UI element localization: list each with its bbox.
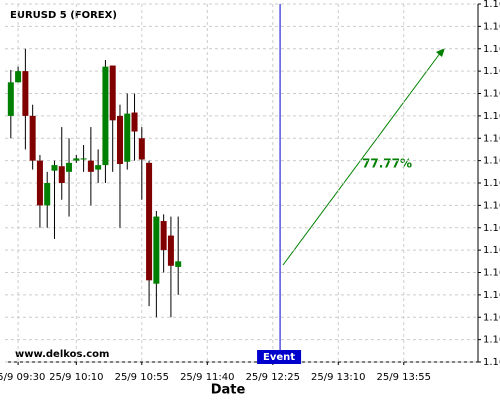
y-tick-label: 1.1638 (483, 223, 500, 234)
x-tick-label: 25/9 11:40 (180, 372, 234, 383)
y-tick-label: 1.1658 (483, 0, 500, 10)
y-tick-label: 1.1654 (483, 44, 500, 55)
candle-body (153, 216, 160, 284)
forecast-arrow (282, 51, 442, 266)
candle-body (131, 112, 138, 132)
candle-body (146, 162, 153, 281)
candle-body (51, 165, 58, 171)
y-tick-label: 1.1640 (483, 200, 500, 211)
y-tick-label: 1.1636 (483, 245, 500, 256)
candle-body (36, 160, 43, 206)
chart-title: EURUSD 5 (FOREX) (10, 10, 117, 21)
candle-body (175, 261, 182, 267)
x-tick-label: 25/9 13:55 (377, 372, 431, 383)
y-tick-label: 1.1648 (483, 111, 500, 122)
annotation: 77.77% (362, 157, 412, 171)
candle-body (80, 158, 87, 160)
candle-body (138, 138, 145, 160)
candle-body (73, 158, 80, 161)
x-tick-label: 25/9 12:25 (246, 372, 300, 383)
x-tick-label: 25/9 10:10 (49, 372, 103, 383)
y-tick-label: 1.1644 (483, 156, 500, 167)
candle-body (66, 162, 73, 172)
event-label-box (257, 350, 302, 364)
y-tick-label: 1.1650 (483, 89, 500, 100)
candle-body (116, 115, 123, 164)
candle-body (58, 166, 65, 183)
y-tick-label: 1.1626 (483, 357, 500, 368)
y-tick-label: 1.1628 (483, 335, 500, 346)
candle-body (109, 65, 116, 121)
x-tick-label: 25/9 09:30 (0, 372, 45, 383)
y-tick-label: 1.1642 (483, 178, 500, 189)
candle-body (15, 71, 22, 83)
y-tick-label: 1.1652 (483, 66, 500, 77)
candle-body (95, 165, 102, 170)
y-tick-label: 1.1646 (483, 133, 500, 144)
y-tick-label: 1.1630 (483, 312, 500, 323)
watermark: www.delkos.com (15, 349, 109, 360)
y-tick-label: 1.1656 (483, 21, 500, 32)
arrow-head (436, 48, 445, 57)
candle-body (124, 113, 131, 162)
candle-body (29, 115, 36, 161)
candle-body (22, 71, 29, 116)
y-tick-label: 1.1634 (483, 268, 500, 279)
candle-body (44, 183, 51, 206)
x-tick-label: 25/9 10:55 (115, 372, 169, 383)
candle-body (87, 160, 94, 172)
event-label: Event (263, 352, 295, 363)
x-tick-label: 25/9 13:10 (311, 372, 365, 383)
candle-body (7, 82, 14, 116)
candle-body (167, 235, 174, 266)
candle-body (160, 221, 167, 251)
candle-body (102, 66, 109, 166)
x-axis-label: Date (211, 383, 246, 398)
y-tick-label: 1.1632 (483, 290, 500, 301)
